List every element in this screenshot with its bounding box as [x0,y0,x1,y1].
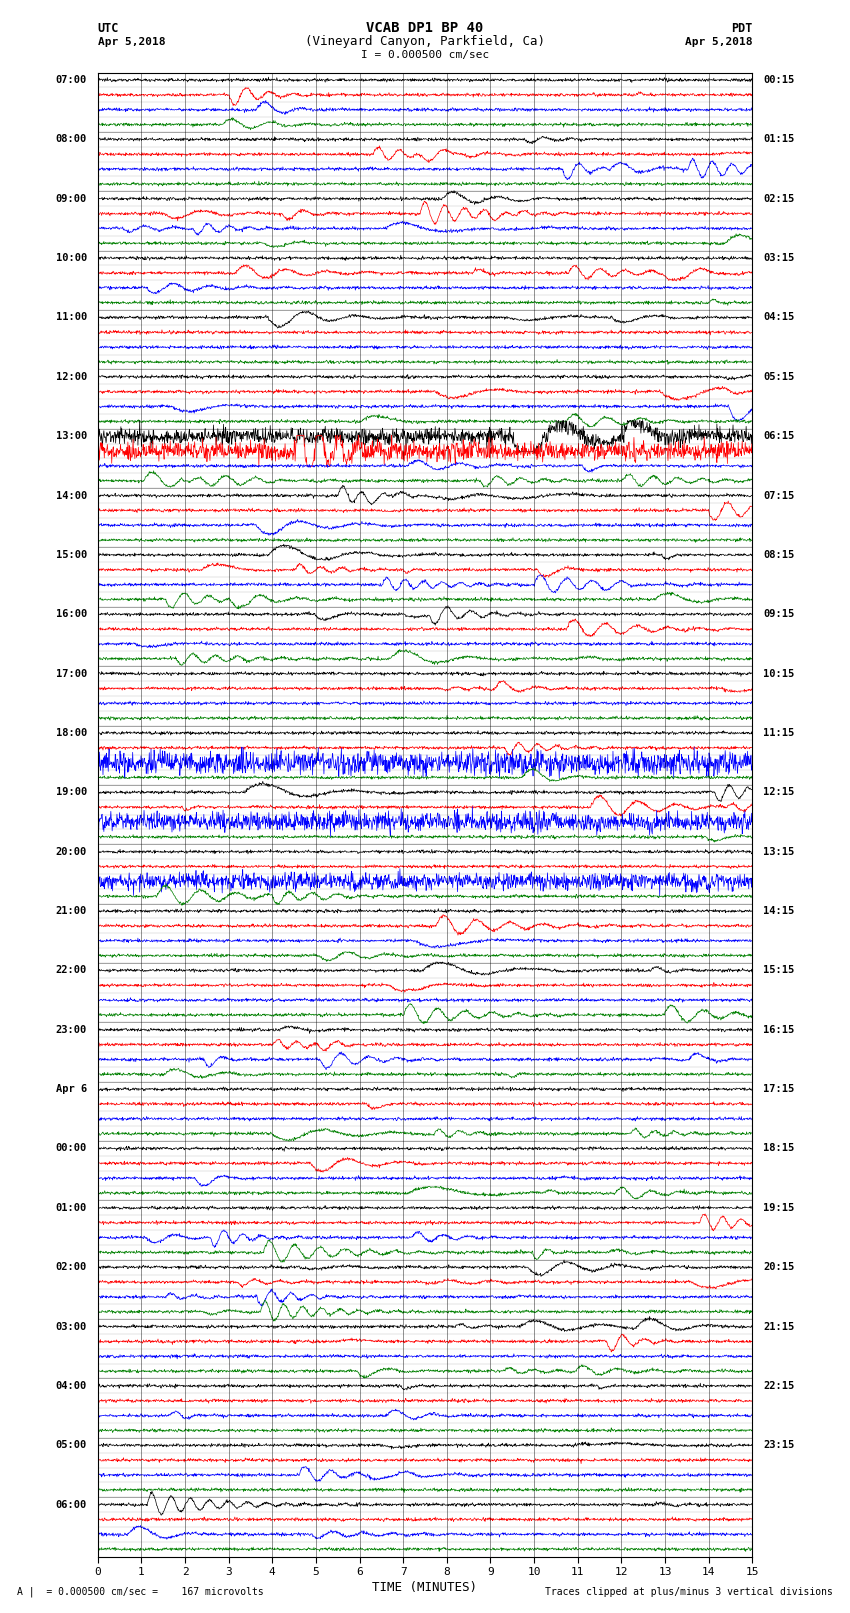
Text: 10:15: 10:15 [763,669,795,679]
Text: 18:15: 18:15 [763,1144,795,1153]
Text: 23:00: 23:00 [55,1024,87,1034]
Text: 17:00: 17:00 [55,669,87,679]
Text: 04:00: 04:00 [55,1381,87,1390]
Text: 18:00: 18:00 [55,727,87,737]
X-axis label: TIME (MINUTES): TIME (MINUTES) [372,1581,478,1594]
Text: Traces clipped at plus/minus 3 vertical divisions: Traces clipped at plus/minus 3 vertical … [545,1587,833,1597]
Text: 10:00: 10:00 [55,253,87,263]
Text: 15:00: 15:00 [55,550,87,560]
Text: 03:15: 03:15 [763,253,795,263]
Text: PDT: PDT [731,21,752,35]
Text: 19:15: 19:15 [763,1203,795,1213]
Text: 05:00: 05:00 [55,1440,87,1450]
Text: 07:00: 07:00 [55,76,87,85]
Text: 20:00: 20:00 [55,847,87,857]
Text: 08:00: 08:00 [55,134,87,144]
Text: 01:00: 01:00 [55,1203,87,1213]
Text: 06:15: 06:15 [763,431,795,440]
Text: 00:00: 00:00 [55,1144,87,1153]
Text: 12:00: 12:00 [55,373,87,382]
Text: Apr 5,2018: Apr 5,2018 [98,37,165,47]
Text: 11:00: 11:00 [55,313,87,323]
Text: 09:00: 09:00 [55,194,87,203]
Text: Apr 5,2018: Apr 5,2018 [685,37,752,47]
Text: 16:15: 16:15 [763,1024,795,1034]
Text: 21:00: 21:00 [55,907,87,916]
Text: 20:15: 20:15 [763,1263,795,1273]
Text: 19:00: 19:00 [55,787,87,797]
Text: 21:15: 21:15 [763,1321,795,1331]
Text: 16:00: 16:00 [55,610,87,619]
Text: 01:15: 01:15 [763,134,795,144]
Text: 03:00: 03:00 [55,1321,87,1331]
Text: 02:00: 02:00 [55,1263,87,1273]
Text: 04:15: 04:15 [763,313,795,323]
Text: 23:15: 23:15 [763,1440,795,1450]
Text: 05:15: 05:15 [763,373,795,382]
Text: 13:00: 13:00 [55,431,87,440]
Text: Apr 6: Apr 6 [55,1084,87,1094]
Text: 22:15: 22:15 [763,1381,795,1390]
Text: 08:15: 08:15 [763,550,795,560]
Text: 02:15: 02:15 [763,194,795,203]
Text: 11:15: 11:15 [763,727,795,737]
Text: UTC: UTC [98,21,119,35]
Text: 07:15: 07:15 [763,490,795,500]
Text: 22:00: 22:00 [55,966,87,976]
Text: A |  = 0.000500 cm/sec =    167 microvolts: A | = 0.000500 cm/sec = 167 microvolts [17,1586,264,1597]
Text: 14:00: 14:00 [55,490,87,500]
Text: 17:15: 17:15 [763,1084,795,1094]
Text: (Vineyard Canyon, Parkfield, Ca): (Vineyard Canyon, Parkfield, Ca) [305,35,545,48]
Text: 15:15: 15:15 [763,966,795,976]
Text: 09:15: 09:15 [763,610,795,619]
Text: 00:15: 00:15 [763,76,795,85]
Text: 12:15: 12:15 [763,787,795,797]
Text: I = 0.000500 cm/sec: I = 0.000500 cm/sec [361,50,489,60]
Text: 06:00: 06:00 [55,1500,87,1510]
Text: VCAB DP1 BP 40: VCAB DP1 BP 40 [366,21,484,35]
Text: 13:15: 13:15 [763,847,795,857]
Text: 14:15: 14:15 [763,907,795,916]
